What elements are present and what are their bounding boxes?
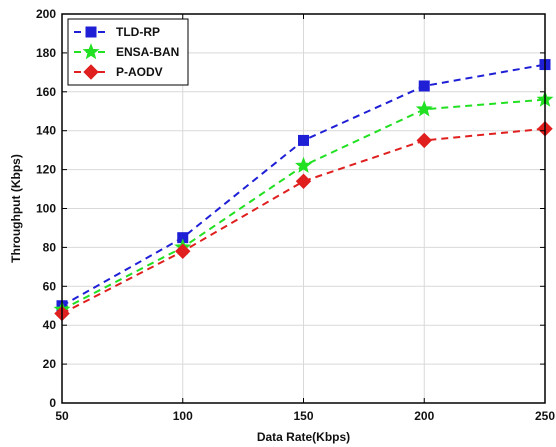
y-tick-label: 60 — [43, 279, 57, 293]
axis-ticks: 0 20 40 60 80 100 120 140 160 180 200 50 100 150 200 25… — [36, 7, 555, 423]
y-tick-label: 200 — [36, 7, 56, 21]
data-point — [415, 100, 433, 117]
y-tick-label: 180 — [36, 46, 56, 60]
data-point — [295, 156, 312, 173]
legend-marker — [83, 64, 99, 80]
data-point — [418, 80, 430, 92]
legend: TLD-RP ENSA-BAN P-AODV — [67, 18, 189, 86]
y-tick-label: 100 — [36, 202, 56, 216]
y-tick-label: 80 — [43, 240, 57, 254]
y-tick-label: 40 — [43, 318, 57, 332]
data-point — [175, 243, 191, 259]
x-tick-label: 150 — [293, 409, 313, 423]
legend-marker — [82, 43, 100, 60]
y-tick-label: 20 — [43, 357, 57, 371]
legend-marker — [85, 26, 97, 38]
x-axis-label: Data Rate(Kbps) — [257, 430, 350, 444]
series-line — [61, 127, 546, 315]
x-tick-label: 100 — [173, 409, 193, 423]
legend-label: ENSA-BAN — [116, 45, 179, 59]
x-tick-label: 50 — [55, 409, 69, 423]
legend-label: P-AODV — [116, 65, 163, 79]
y-tick-label: 140 — [36, 124, 56, 138]
data-point — [416, 132, 432, 149]
data-point — [295, 173, 312, 189]
data-point — [298, 134, 309, 146]
y-tick-label: 0 — [49, 396, 56, 410]
legend-label: TLD-RP — [116, 25, 160, 39]
x-tick-label: 250 — [535, 409, 555, 423]
y-tick-label: 120 — [36, 163, 56, 177]
y-axis-label: Throughput (Kbps) — [9, 154, 23, 263]
y-tick-label: 160 — [36, 85, 56, 99]
x-tick-label: 200 — [414, 409, 434, 423]
